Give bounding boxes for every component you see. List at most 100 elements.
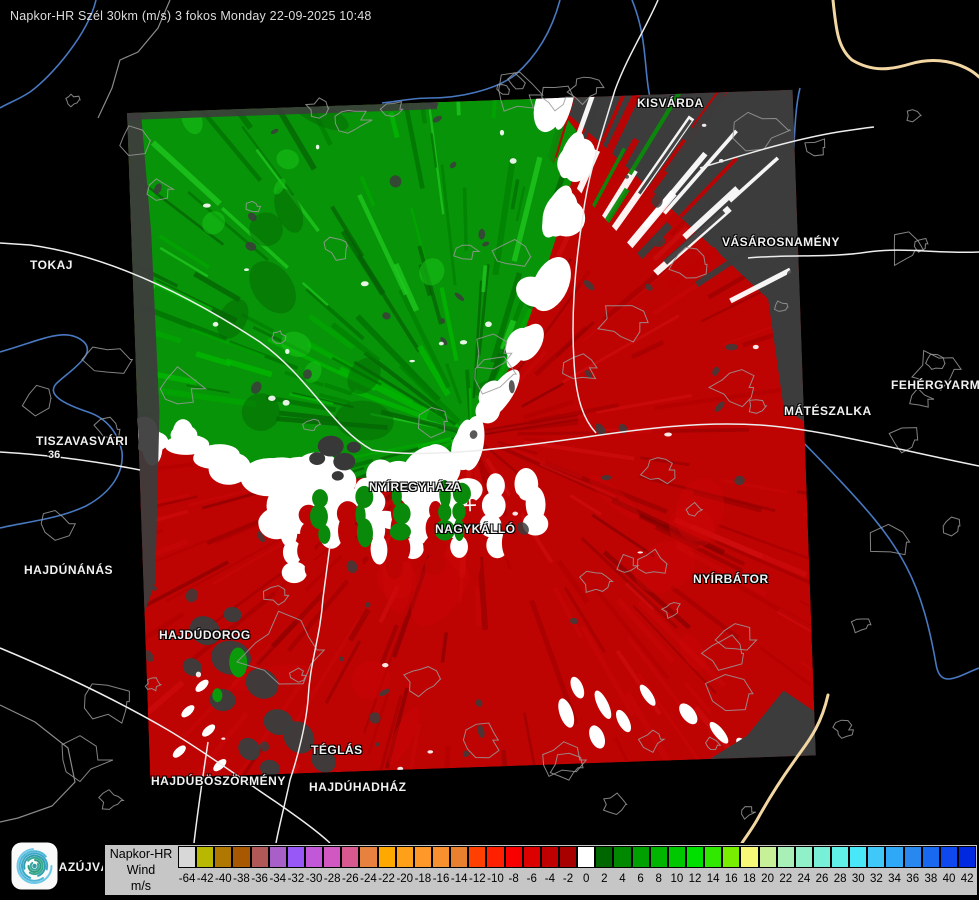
road-line [0,451,141,471]
legend-value: -16 [432,873,450,885]
settlement-outline [850,618,872,634]
legend-value: 8 [655,873,662,885]
settlement-outline [498,71,544,112]
legend-swatch [849,846,868,868]
legend-value: 12 [688,873,702,885]
settlement-outline [685,501,703,517]
legend-value: -12 [469,873,486,885]
settlement-outline [119,125,152,157]
settlement-outline [403,666,442,698]
legend-swatch [468,846,487,868]
settlement-outline [704,673,754,712]
legend-cell: 30 [849,846,868,886]
legend-swatch [196,846,215,868]
road-line [275,544,331,844]
river-line [0,334,123,529]
settlement-outline [474,356,518,395]
settlement-outline [496,84,511,95]
settlement-outline [925,353,946,370]
legend-swatch [631,846,650,868]
settlement-outline [271,330,287,344]
settlement-outline [888,427,919,454]
legend-swatch [867,846,886,868]
legend-swatch [359,846,378,868]
legend-swatch [595,846,614,868]
legend-cell: 28 [831,846,850,886]
settlement-outline [61,735,114,783]
legend-product: Napkor-HR [109,847,173,861]
legend-swatch [758,846,777,868]
settlement-outline [453,244,481,260]
legend-swatch [921,846,940,868]
legend-value: -22 [378,873,395,885]
legend-quantity: Wind [126,863,156,877]
motorway-line [740,693,830,845]
legend-swatch [413,846,432,868]
settlement-outline [476,333,513,370]
settlement-outline [262,585,290,606]
legend-cell: 8 [649,846,668,886]
legend-cell: -24 [359,846,378,886]
legend-swatch [323,846,342,868]
river-line [0,0,97,109]
legend-swatch [558,846,578,868]
settlement-outline [144,677,162,692]
settlement-outline [245,200,262,213]
legend-swatch [214,846,233,868]
met-spiral-logo [11,842,58,890]
legend-value: 26 [815,873,829,885]
legend-value: 4 [619,873,626,885]
settlement-outline [541,85,575,112]
legend-cell: 36 [903,846,922,886]
legend-value: -14 [450,873,468,885]
legend-value: 42 [960,873,974,885]
road-line [747,249,979,259]
legend-cell: -26 [341,846,360,886]
settlement-outline [913,237,929,253]
legend-value: 24 [797,873,811,885]
legend-value: 16 [724,873,738,885]
legend-value: -26 [342,873,359,885]
legend-swatch [903,846,922,868]
settlement-outline [602,792,628,816]
settlement-outline [911,349,963,391]
legend-cell: -20 [395,846,414,886]
legend-value: -30 [305,873,323,885]
settlement-outline [65,93,81,108]
road-line [0,647,331,844]
city-label: TÉGLÁS [311,743,363,757]
legend-value: 6 [637,873,644,885]
legend-swatch [812,846,832,868]
legend-cell: -2 [558,846,578,886]
city-label: TISZAVASVÁRI [36,434,129,448]
legend-value: 22 [779,873,793,885]
legend-value: -38 [233,873,250,885]
settlement-outline [942,516,961,537]
settlement-outline [491,238,532,267]
legend-cell: -16 [431,846,451,886]
legend-swatch [794,846,813,868]
product-title: Napkor-HR Szél 30km (m/s) 3 fokos Monday… [10,9,372,23]
legend-cell: -40 [214,846,233,886]
city-label: NAGYKÁLLÓ [435,522,516,536]
settlement-outline [893,231,925,267]
legend-cell: 24 [794,846,813,886]
legend-cell: 42 [958,846,977,886]
legend-value: 10 [670,873,684,885]
legend-value: -6 [526,873,537,885]
settlement-outline [732,111,791,152]
road-line [0,242,979,467]
legend-swatch [341,846,360,868]
legend-swatch [377,846,396,868]
settlement-outline [462,722,500,759]
legend-value: -40 [215,873,232,885]
legend-cell: -64 [178,846,197,886]
legend-swatch [540,846,559,868]
settlement-outline [40,509,77,541]
legend-color-scale: -64 -42 -40 -38 -36 -34 -32 -30 -28 -26 -24 -22 -20-… [178,846,977,886]
settlement-outline [869,523,911,556]
settlement-outline [637,729,666,753]
settlement-outline [21,384,52,417]
settlement-outline [549,752,584,781]
